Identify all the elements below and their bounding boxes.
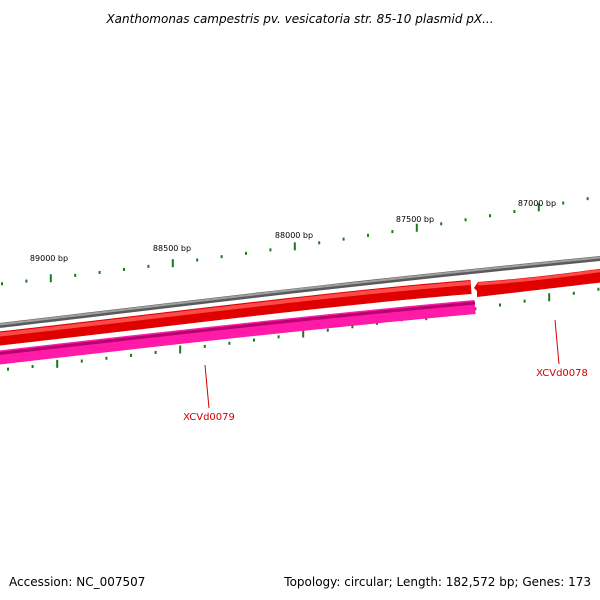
ruler-label-88500: 88500 bp: [153, 244, 191, 253]
gene-label-XCVd0078[interactable]: XCVd0078: [536, 368, 588, 379]
gene-label-XCVd0079[interactable]: XCVd0079: [183, 412, 235, 423]
ruler-label-89000: 89000 bp: [30, 254, 68, 263]
ruler-label-88000: 88000 bp: [275, 231, 313, 240]
gene-arrow-reverse-shade: [0, 301, 476, 355]
gene-arrow-forward-left-shade: [0, 281, 472, 337]
gene-arrow-forward-left[interactable]: [0, 280, 472, 346]
gene-arrow-forward-right-shade: [477, 269, 600, 286]
map-title: Xanthomonas campestris pv. vesicatoria s…: [105, 12, 493, 26]
ruler-label-87500: 87500 bp: [396, 215, 434, 224]
ruler-label-87000: 87000 bp: [518, 199, 556, 208]
accession-text: Accession: NC_007507: [9, 575, 145, 589]
backbone-highlight: [0, 256, 600, 326]
gene-arrow-reverse[interactable]: [0, 300, 476, 365]
gene-leader-XCVd0079: [204, 364, 210, 409]
gene-leader-XCVd0078: [554, 319, 560, 365]
ruler-ticks: [1, 197, 600, 371]
topology-summary-text: Topology: circular; Length: 182,572 bp; …: [283, 575, 591, 589]
